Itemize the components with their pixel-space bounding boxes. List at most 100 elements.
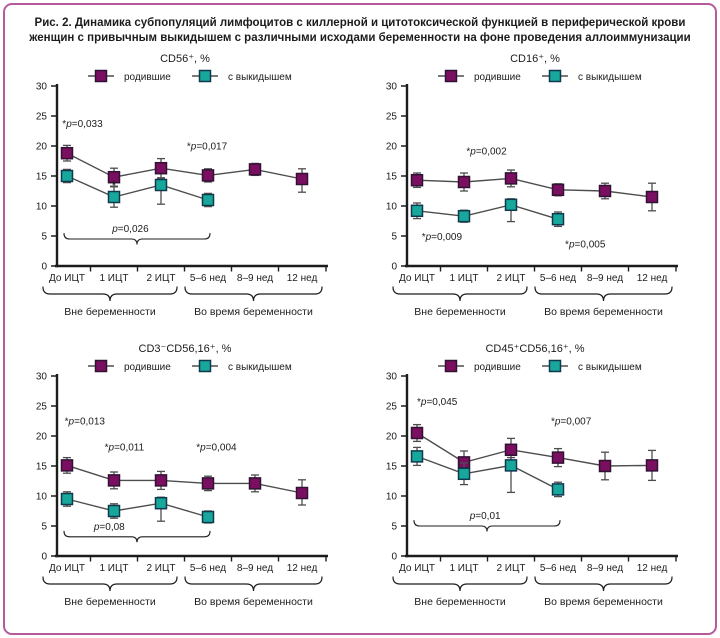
chart-cd16: CD16⁺, % родившие с выкидышем 0 5 10 15 20 25 30 Д…: [386, 53, 678, 318]
y-tick-label: 25: [386, 402, 398, 413]
x-label: До ИЦТ: [49, 273, 85, 284]
y-tick-label: 10: [386, 202, 398, 213]
born-marker: [248, 163, 262, 176]
group-brace: [184, 576, 323, 592]
x-label: До ИЦТ: [399, 563, 435, 574]
group-label: Вне беременности: [414, 596, 506, 608]
miscarriage-marker: [107, 505, 121, 518]
miscarriage-line: [416, 204, 559, 221]
x-label: 8–9 нед: [587, 563, 623, 574]
p-bracket-label: p=0,026: [111, 224, 149, 235]
born-marker: [410, 427, 424, 440]
born-marker: [201, 477, 215, 490]
figure-frame: Рис. 2. Динамика субпопуляций лимфоцитов…: [3, 3, 717, 635]
y-tick-label: 15: [386, 462, 398, 473]
x-label: 8–9 нед: [237, 563, 273, 574]
born-marker: [154, 162, 168, 175]
x-label: До ИЦТ: [49, 563, 85, 574]
p-bracket: [63, 233, 211, 245]
legend-label: родившие: [124, 362, 171, 373]
born-marker: [60, 459, 74, 472]
miscarriage-marker: [504, 198, 518, 212]
p-annotation: *p=0,002: [466, 147, 507, 158]
born-marker: [154, 474, 168, 487]
miscarriage-legend-marker: [548, 360, 562, 373]
x-label: 8–9 нед: [237, 273, 273, 284]
x-label: 5–6 нед: [540, 563, 576, 574]
y-tick-label: 20: [386, 432, 398, 443]
born-marker: [107, 474, 121, 487]
born-marker: [645, 459, 659, 472]
group-label: Вне беременности: [64, 596, 156, 608]
group-label: Во время беременности: [544, 596, 663, 608]
group-brace: [534, 286, 673, 302]
miscarriage-marker: [154, 497, 168, 510]
born-marker: [410, 174, 424, 187]
figure-caption: Рис. 2. Динамика субпопуляций лимфоцитов…: [29, 17, 691, 45]
born-marker: [551, 183, 565, 197]
born-marker: [295, 487, 309, 500]
born-marker: [551, 451, 565, 465]
y-tick-label: 0: [41, 552, 47, 563]
legend-label: с выкидышем: [578, 362, 642, 373]
legend-item: родившие: [438, 360, 521, 373]
legend-label: с выкидышем: [228, 72, 292, 83]
legend-item: родившие: [88, 360, 171, 373]
group-label: Во время беременности: [544, 306, 663, 318]
miscarriage-line: [66, 175, 209, 202]
p-bracket-label: p=0,01: [469, 511, 501, 522]
legend-item: с выкидышем: [192, 70, 292, 83]
x-label: 5–6 нед: [540, 273, 576, 284]
miscarriage-marker: [60, 493, 74, 506]
p-annotation: *p=0,017: [187, 142, 228, 153]
x-label: 1 ИЦТ: [99, 273, 128, 284]
x-label: 12 нед: [637, 563, 668, 574]
miscarriage-marker: [201, 511, 215, 524]
legend-item: с выкидышем: [542, 360, 642, 373]
x-label: 8–9 нед: [587, 273, 623, 284]
y-tick-label: 0: [391, 262, 397, 273]
miscarriage-marker: [154, 179, 168, 192]
p-bracket: [413, 520, 561, 532]
p-annotation: *p=0,009: [422, 233, 463, 244]
miscarriage-marker: [457, 210, 471, 223]
p-annotation: *p=0,007: [551, 417, 592, 428]
y-tick-label: 10: [36, 202, 48, 213]
legend-label: с выкидышем: [578, 72, 642, 83]
born-legend-marker: [444, 70, 458, 83]
group-brace: [392, 576, 528, 592]
born-marker: [457, 176, 471, 189]
miscarriage-legend-marker: [198, 360, 212, 373]
miscarriage-line: [416, 456, 559, 491]
x-label: 2 ИЦТ: [146, 273, 175, 284]
miscarriage-marker: [504, 459, 518, 472]
legend-item: с выкидышем: [542, 70, 642, 83]
miscarriage-marker: [457, 467, 471, 481]
miscarriage-marker: [551, 483, 565, 496]
p-annotation: *p=0,033: [62, 119, 103, 130]
p-bracket: [63, 531, 211, 543]
group-label: Во время беременности: [194, 306, 313, 318]
chart-title: CD3⁻CD56,16⁺, %: [139, 343, 232, 355]
born-line: [416, 432, 653, 468]
legend-item: родившие: [88, 70, 171, 83]
p-annotation: *p=0,045: [417, 397, 458, 408]
group-label: Во время беременности: [194, 596, 313, 608]
x-label: 1 ИЦТ: [99, 563, 128, 574]
born-legend-marker: [444, 360, 458, 373]
x-label: 12 нед: [287, 563, 318, 574]
legend-label: родившие: [124, 72, 171, 83]
x-label: 1 ИЦТ: [449, 563, 478, 574]
group-brace: [42, 286, 178, 302]
chart-cd56: CD56⁺, % родившие с выкидышем 0 5 10 15 20 25 30 Д…: [36, 53, 328, 318]
y-tick-label: 30: [36, 372, 48, 383]
y-tick-label: 5: [391, 232, 397, 243]
miscarriage-legend-marker: [548, 70, 562, 83]
group-brace: [184, 286, 323, 302]
born-line: [416, 178, 653, 199]
y-tick-label: 15: [36, 172, 48, 183]
legend-item: родившие: [438, 70, 521, 83]
p-annotation: *p=0,005: [565, 240, 606, 251]
p-bracket-label: p=0,08: [93, 522, 125, 533]
y-tick-label: 0: [41, 262, 47, 273]
